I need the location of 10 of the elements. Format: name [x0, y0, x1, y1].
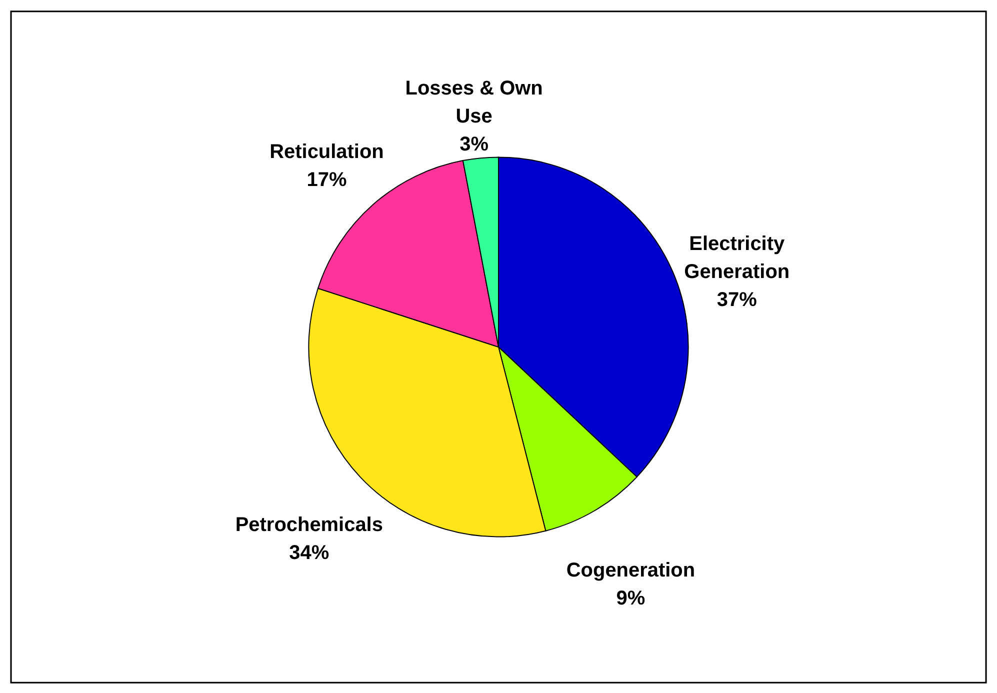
- data-label: 9%: [616, 588, 646, 610]
- slice-label: Losses & Own Use: [405, 77, 543, 128]
- data-label: 17%: [306, 169, 347, 192]
- data-label: 34%: [289, 542, 330, 564]
- slice-label: Petrochemicals: [235, 514, 383, 536]
- slice-label: Reticulation: [270, 141, 384, 164]
- data-label: 3%: [460, 133, 489, 156]
- slice-label: Electricity Generation: [684, 232, 790, 283]
- slice-label: Cogeneration: [566, 560, 696, 582]
- data-label: 37%: [716, 288, 758, 311]
